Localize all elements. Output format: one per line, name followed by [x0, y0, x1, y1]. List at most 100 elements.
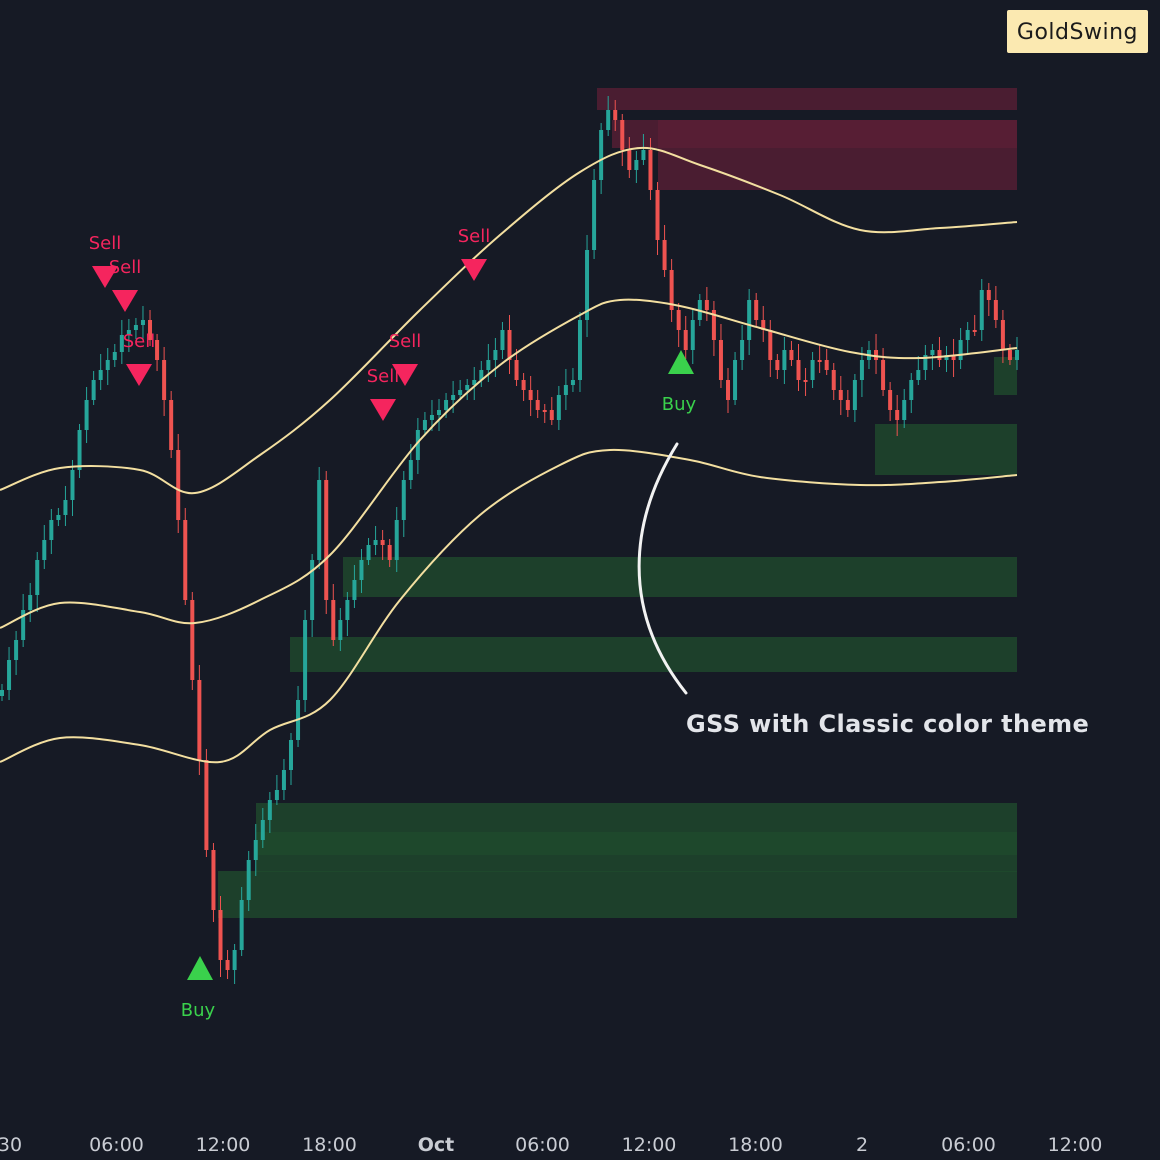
demand-zone-9: [218, 871, 1017, 918]
candle-body-19: [133, 325, 138, 330]
candle-body-2: [14, 640, 19, 660]
candle-body-131: [923, 355, 928, 370]
sell-triangle-icon: [370, 399, 396, 421]
candle-body-107: [754, 300, 759, 320]
candle-body-75: [528, 390, 533, 400]
candle-body-26: [183, 520, 188, 600]
candle-body-31: [218, 910, 223, 960]
candle-body-11: [77, 430, 82, 470]
candle-body-88: [620, 120, 625, 150]
candle-body-105: [740, 340, 745, 360]
candle-body-102: [718, 340, 723, 380]
candle-body-53: [373, 540, 378, 545]
x-tick-label: 12:00: [1048, 1134, 1103, 1156]
annotation-text: GSS with Classic color theme: [686, 710, 1090, 738]
candle-body-113: [796, 360, 801, 380]
buy-signal-7: Buy: [662, 350, 697, 415]
candle-body-124: [874, 350, 879, 360]
candle-body-35: [246, 860, 251, 900]
supply-zone-0: [597, 88, 1017, 110]
candle-body-73: [514, 360, 519, 380]
candle-body-27: [190, 600, 195, 680]
x-tick-label: 12:00: [196, 1134, 251, 1156]
sell-label: Sell: [389, 331, 422, 352]
annotation-arrow: [637, 442, 688, 695]
candle-body-90: [634, 160, 639, 170]
candle-body-80: [563, 385, 568, 395]
candle-body-51: [359, 560, 364, 580]
candle-body-62: [437, 410, 442, 415]
sell-label: Sell: [89, 233, 122, 254]
candle-body-103: [726, 380, 731, 400]
candle-body-122: [859, 360, 864, 380]
x-tick-label: 06:00: [515, 1134, 570, 1156]
candle-body-22: [155, 340, 160, 360]
candle-body-89: [627, 150, 632, 170]
candle-body-47: [331, 600, 336, 640]
candle-body-144: [1015, 350, 1019, 360]
candle-body-115: [810, 360, 815, 380]
candle-body-65: [458, 390, 463, 395]
candle-body-134: [944, 355, 949, 360]
candle-body-104: [733, 360, 738, 400]
lower-band-line: [0, 448, 1018, 764]
zones-layer: [218, 88, 1017, 918]
candle-body-3: [21, 610, 26, 640]
candle-body-61: [429, 415, 434, 420]
upper-band-line: [0, 146, 1018, 495]
candle-body-4: [28, 595, 33, 610]
sell-triangle-icon: [126, 364, 152, 386]
candle-body-77: [542, 410, 547, 412]
candle-body-132: [930, 350, 935, 355]
candle-body-52: [366, 545, 371, 560]
bands-layer: [0, 146, 1018, 764]
candle-body-32: [225, 960, 230, 970]
indicator-badge: GoldSwing: [1006, 10, 1148, 53]
sell-label: Sell: [109, 257, 142, 278]
candle-body-137: [965, 330, 970, 340]
candle-body-72: [507, 330, 512, 360]
candle-body-16: [112, 352, 117, 360]
x-tick-label: 06:00: [941, 1134, 996, 1156]
candle-body-83: [585, 250, 590, 320]
candle-body-97: [683, 330, 688, 350]
candle-body-49: [345, 600, 350, 620]
candle-body-96: [676, 310, 681, 330]
candle-body-87: [613, 110, 618, 120]
candle-body-59: [415, 430, 420, 460]
sell-triangle-icon: [92, 266, 118, 288]
candle-body-71: [500, 330, 505, 350]
candle-body-68: [479, 370, 484, 380]
candle-body-64: [451, 395, 456, 400]
sell-label: Sell: [123, 331, 156, 352]
candle-body-86: [606, 110, 611, 130]
candle-body-29: [204, 760, 209, 850]
candle-body-17: [119, 335, 124, 352]
candle-body-140: [986, 290, 991, 300]
candle-body-112: [789, 350, 794, 360]
candle-body-66: [465, 385, 470, 390]
buy-label: Buy: [181, 1000, 216, 1021]
demand-zone-6: [290, 637, 1017, 672]
candle-body-48: [338, 620, 343, 640]
candle-body-127: [895, 410, 900, 420]
candle-body-9: [63, 500, 68, 515]
x-tick-label: 06:00: [89, 1134, 144, 1156]
candle-body-106: [747, 300, 752, 340]
candle-body-82: [577, 320, 582, 380]
candle-body-44: [310, 560, 315, 620]
x-tick-label: 18:00: [728, 1134, 783, 1156]
candle-body-94: [662, 240, 667, 270]
candle-body-81: [570, 380, 575, 385]
candle-body-41: [288, 740, 293, 770]
candle-body-116: [817, 360, 822, 362]
candle-body-85: [599, 130, 604, 180]
demand-zone-8: [256, 832, 1017, 872]
candle-body-60: [422, 420, 427, 430]
candle-body-119: [838, 390, 843, 400]
candle-body-5: [35, 560, 40, 595]
candle-body-39: [274, 790, 279, 800]
x-tick-label: 30: [0, 1134, 22, 1156]
sell-signal-3: Sell: [367, 366, 399, 421]
